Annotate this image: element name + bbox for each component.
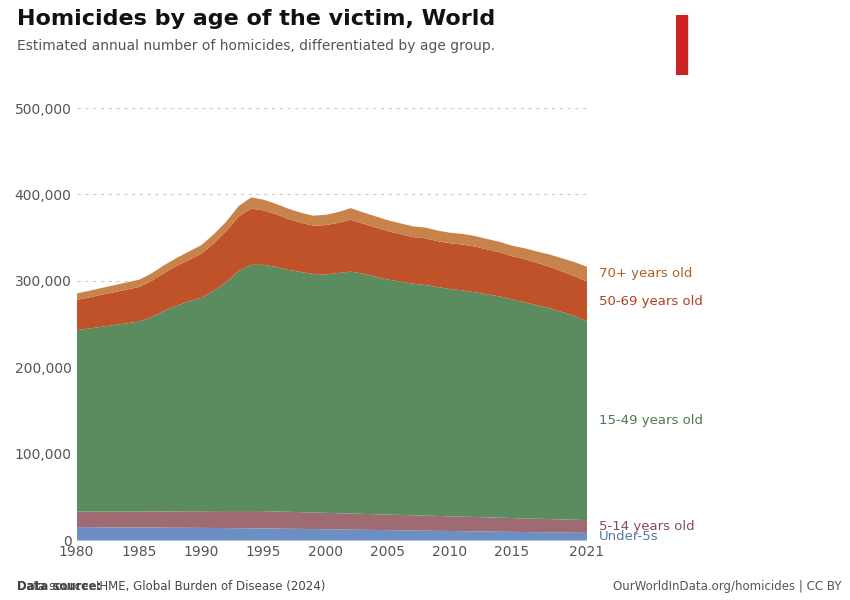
Text: OurWorldInData.org/homicides | CC BY: OurWorldInData.org/homicides | CC BY: [613, 580, 842, 593]
Text: in Data: in Data: [690, 53, 733, 63]
Text: 50-69 years old: 50-69 years old: [599, 295, 703, 308]
Text: Data source:: Data source:: [17, 580, 101, 593]
Text: Homicides by age of the victim, World: Homicides by age of the victim, World: [17, 9, 496, 29]
Text: 5-14 years old: 5-14 years old: [599, 520, 694, 533]
Text: Estimated annual number of homicides, differentiated by age group.: Estimated annual number of homicides, di…: [17, 39, 495, 53]
Text: Under-5s: Under-5s: [599, 530, 659, 542]
Bar: [676, 15, 687, 75]
Text: Our World: Our World: [690, 29, 750, 39]
Text: 70+ years old: 70+ years old: [599, 267, 693, 280]
Text: Data source: IHME, Global Burden of Disease (2024): Data source: IHME, Global Burden of Dise…: [17, 580, 326, 593]
Text: 15-49 years old: 15-49 years old: [599, 414, 703, 427]
